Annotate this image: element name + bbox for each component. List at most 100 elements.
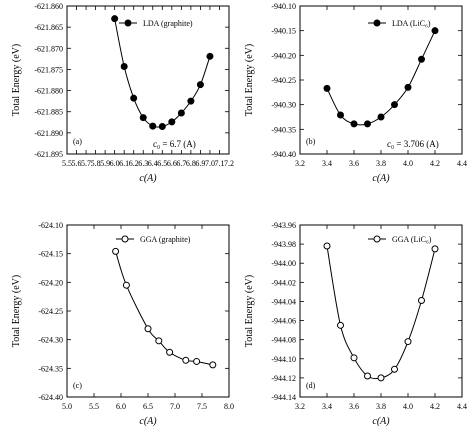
y-tick-label: -621.895 <box>34 150 63 159</box>
y-tick-label: -944.06 <box>271 317 296 326</box>
y-tick-label: -940.30 <box>271 101 296 110</box>
data-point <box>418 296 425 304</box>
x-tick-label: 6.0 <box>110 159 120 168</box>
x-tick-label: 3.8 <box>376 402 386 411</box>
y-tick-label: -624.10 <box>38 221 63 230</box>
x-tick-label: 5.8 <box>91 159 101 168</box>
x-tick-label: 7.5 <box>197 402 207 411</box>
data-point <box>177 109 185 117</box>
equilibrium-annotation: c₀ = 6.7 (A) <box>153 139 196 149</box>
y-axis-label: Total Energy (eV) <box>244 275 255 347</box>
y-tick-label: -944.14 <box>271 393 296 402</box>
data-point <box>187 97 195 105</box>
y-tick-label: -621.875 <box>34 65 63 74</box>
x-tick-label: 4.4 <box>457 159 467 168</box>
data-point <box>323 84 331 92</box>
x-tick-label: 5.5 <box>62 159 72 168</box>
x-tick-label: 6.1 <box>119 159 129 168</box>
x-tick-label: 4.0 <box>403 402 413 411</box>
data-point <box>404 338 412 346</box>
y-tick-label: -624.15 <box>38 250 63 259</box>
y-tick-label: -944.00 <box>271 259 296 268</box>
x-tick-label: 3.4 <box>322 159 332 168</box>
x-axis-label: c(A) <box>139 173 157 184</box>
x-tick-label: 7.0 <box>205 159 215 168</box>
data-point <box>155 337 163 345</box>
plot-frame <box>66 224 230 398</box>
panel-2: 3.2 3.4 3.6 3.8 4.0 4.2 4.4 -940.10 -940.15 -940.… <box>244 2 467 184</box>
x-tick-label: 6.0 <box>116 402 126 411</box>
x-tick-label: 6.6 <box>167 159 177 168</box>
y-tick-label: -940.25 <box>271 76 296 85</box>
data-point <box>112 247 120 255</box>
panel-label: (a) <box>73 137 82 146</box>
x-axis-label: c(A) <box>372 416 390 427</box>
legend-marker <box>373 235 381 243</box>
data-point <box>377 113 385 121</box>
data-point <box>196 81 204 89</box>
x-tick-label: 6.5 <box>157 159 167 168</box>
x-tick-label: 4.2 <box>430 159 440 168</box>
data-point <box>182 356 190 364</box>
x-tick-label: 6.9 <box>195 159 205 168</box>
y-tick-label: -624.35 <box>38 364 63 373</box>
y-tick-label: -624.30 <box>38 336 63 345</box>
data-point <box>377 374 385 382</box>
data-point <box>206 52 214 60</box>
x-tick-label: 8.0 <box>224 402 234 411</box>
data-point <box>209 361 217 369</box>
legend-marker <box>373 19 381 27</box>
data-point <box>166 348 174 356</box>
x-tick-label: 6.7 <box>176 159 186 168</box>
data-point <box>158 123 166 131</box>
x-tick-label: 5.9 <box>100 159 110 168</box>
data-point <box>350 120 358 128</box>
y-tick-label: -943.98 <box>271 240 296 249</box>
data-point <box>391 365 398 373</box>
y-tick-label: -943.96 <box>271 221 296 230</box>
x-axis-label: c(A) <box>372 173 390 184</box>
y-tick-label: -940.35 <box>271 125 296 134</box>
data-point <box>149 122 157 130</box>
y-axis-label: Total Energy (eV) <box>11 44 22 116</box>
series-line <box>114 18 211 128</box>
panel-label: (b) <box>306 137 316 146</box>
x-tick-label: 5.7 <box>81 159 91 168</box>
data-point <box>337 111 344 119</box>
y-axis-label: Total Energy (eV) <box>244 44 255 116</box>
data-point <box>364 372 371 380</box>
x-tick-label: 4.4 <box>457 402 467 411</box>
y-tick-label: -624.25 <box>38 307 63 316</box>
panel-3: 5.0 5.5 6.0 6.5 7.0 7.5 8.0 -624.10 -624.15 -624.… <box>11 221 234 427</box>
y-tick-label: -940.10 <box>271 2 296 11</box>
data-point <box>431 27 439 35</box>
y-tick-label: -944.12 <box>271 374 296 383</box>
data-point <box>391 101 398 109</box>
y-tick-label: -621.860 <box>34 2 63 11</box>
y-tick-label: -944.04 <box>271 297 296 306</box>
y-tick-label: -624.20 <box>38 278 63 287</box>
panel-label: (d) <box>306 381 316 390</box>
data-point <box>337 321 344 329</box>
y-tick-label: -940.20 <box>271 51 296 60</box>
legend-label: GGA (graphite) <box>140 235 191 244</box>
x-tick-label: 6.2 <box>129 159 139 168</box>
x-tick-label: 4.0 <box>403 159 413 168</box>
legend-marker <box>121 235 129 243</box>
x-tick-label: 3.2 <box>295 402 305 411</box>
y-tick-label: -944.02 <box>271 278 296 287</box>
x-tick-label: 7.2 <box>224 159 234 168</box>
equilibrium-annotation: c₀ = 3.706 (A) <box>387 139 439 149</box>
x-tick-label: 5.0 <box>62 402 72 411</box>
data-point <box>364 120 371 128</box>
y-tick-label: -621.880 <box>34 87 63 96</box>
data-point <box>350 354 358 362</box>
y-tick-label: -621.865 <box>34 23 63 32</box>
panel-label: (c) <box>73 381 82 390</box>
y-tick-label: -940.15 <box>271 27 296 36</box>
series-line <box>115 251 213 366</box>
data-point <box>144 325 152 333</box>
y-tick-label: -621.870 <box>34 44 63 53</box>
y-tick-label: -624.40 <box>38 393 63 402</box>
